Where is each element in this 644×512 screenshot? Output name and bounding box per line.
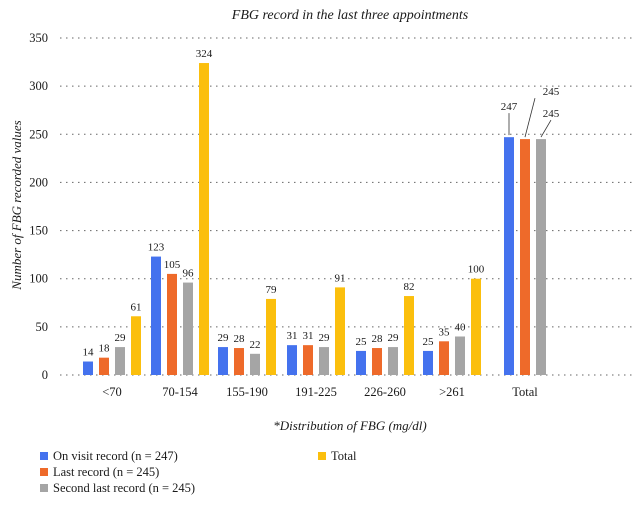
y-tick-label: 0 (42, 368, 48, 382)
bar (404, 296, 414, 375)
bar (335, 287, 345, 375)
data-label: 25 (423, 336, 435, 348)
bar (266, 298, 276, 375)
bar (388, 347, 398, 375)
y-tick-label: 250 (29, 127, 48, 141)
bar (319, 347, 329, 375)
bar (504, 137, 514, 375)
bar (199, 63, 209, 375)
bar (455, 336, 465, 375)
bar (356, 350, 366, 375)
bars (83, 63, 546, 375)
y-tick-label: 200 (29, 175, 48, 189)
bar (287, 345, 297, 375)
data-label: 105 (164, 259, 181, 271)
legend-label: On visit record (n = 247) (53, 449, 178, 463)
legend-swatch (318, 452, 326, 460)
data-label: 61 (131, 301, 142, 313)
bar (439, 341, 449, 375)
y-tick-label: 50 (36, 320, 49, 334)
bar (218, 347, 228, 375)
data-label: 18 (99, 343, 111, 355)
data-label: 29 (218, 332, 230, 344)
data-label: 29 (115, 332, 127, 344)
bar (250, 353, 260, 375)
data-label: 79 (266, 284, 278, 296)
data-label: 22 (250, 339, 261, 351)
bar (183, 282, 193, 375)
legend-swatch (40, 468, 48, 476)
bar (372, 348, 382, 375)
legend-label: Total (331, 449, 357, 463)
legend-label: Last record (n = 245) (53, 465, 159, 479)
bar (115, 347, 125, 375)
data-label: 29 (388, 332, 400, 344)
data-label: 31 (303, 330, 314, 342)
bar (83, 361, 93, 375)
bar (303, 345, 313, 375)
data-label: 96 (183, 268, 195, 280)
data-label: 40 (455, 321, 467, 333)
legend-label: Second last record (n = 245) (53, 481, 195, 495)
data-label: 91 (335, 272, 346, 284)
data-label: 100 (468, 264, 485, 276)
data-label: 31 (287, 330, 298, 342)
x-tick-label: 191-225 (295, 385, 337, 399)
bar (536, 139, 546, 375)
data-label: 29 (319, 332, 331, 344)
x-axis-label: *Distribution of FBG (mg/dl) (273, 418, 426, 433)
y-tick-label: 300 (29, 79, 48, 93)
data-label: 245 (543, 86, 560, 98)
y-tick-label: 100 (29, 272, 48, 286)
data-label: 324 (196, 48, 213, 60)
data-label: 14 (83, 347, 95, 359)
data-label: 25 (356, 336, 368, 348)
x-ticks: <70 70-154 155-190 191-225 226-260 >261 Total (102, 385, 538, 399)
y-tick-label: 350 (29, 31, 48, 45)
bar (423, 350, 433, 375)
bar (471, 278, 481, 375)
bar (131, 316, 141, 375)
legend-swatch (40, 452, 48, 460)
x-tick-label: 226-260 (364, 385, 406, 399)
chart-title: FBG record in the last three appointment… (231, 8, 469, 23)
x-tick-label: >261 (439, 385, 465, 399)
x-tick-label: <70 (102, 385, 122, 399)
y-tick-label: 150 (29, 224, 48, 238)
leader-line (540, 119, 552, 138)
y-axis-label: Number of FBG recorded values (9, 120, 24, 290)
data-label: 82 (404, 281, 415, 293)
data-label: 28 (234, 333, 246, 345)
bar (99, 357, 109, 375)
bar (234, 348, 244, 375)
bar (151, 256, 161, 375)
bar (520, 139, 530, 375)
data-label: 245 (543, 108, 560, 120)
data-label: 28 (372, 333, 384, 345)
data-label: 247 (501, 101, 518, 113)
y-ticks: 0 50 100 150 200 250 300 350 (29, 31, 48, 382)
legend-swatch (40, 484, 48, 492)
legend: On visit record (n = 247) Last record (n … (40, 449, 357, 495)
leader-line (524, 98, 536, 138)
x-tick-label: 155-190 (226, 385, 268, 399)
x-tick-label: Total (512, 385, 538, 399)
data-label: 35 (439, 326, 451, 338)
data-label: 123 (148, 242, 165, 254)
x-tick-label: 70-154 (162, 385, 198, 399)
bar (167, 273, 177, 375)
